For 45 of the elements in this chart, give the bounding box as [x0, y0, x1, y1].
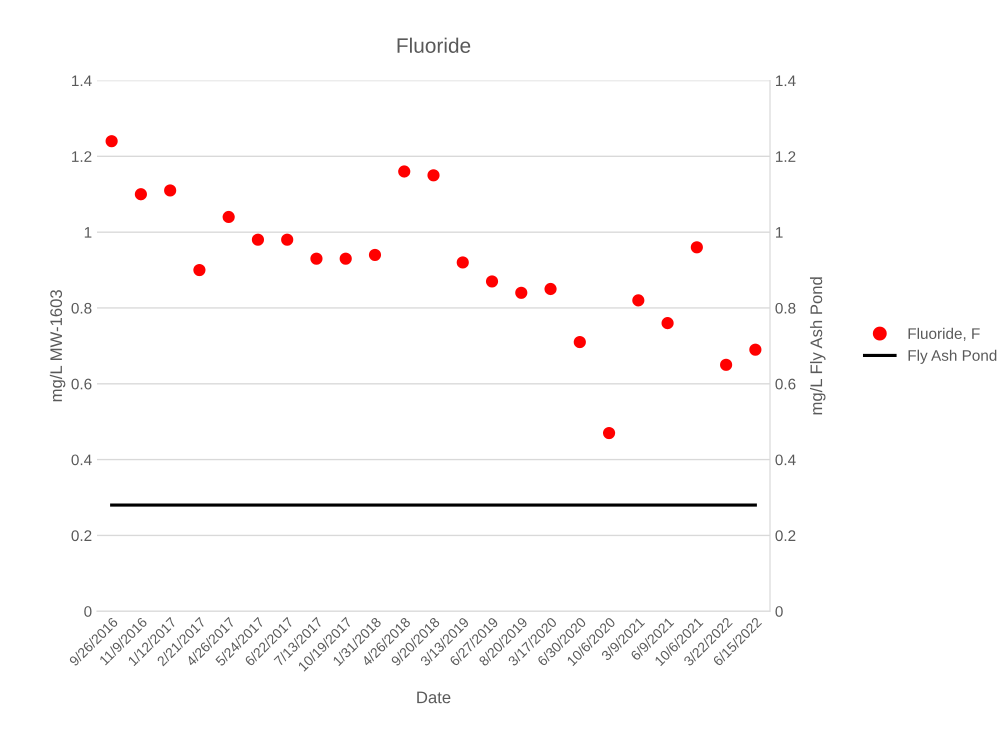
point — [398, 165, 410, 178]
y2-tick-label: 0.2 — [775, 530, 796, 542]
point — [368, 248, 382, 261]
y-tick-label: 0.6 — [72, 378, 92, 390]
y2-tick-label: 0 — [775, 606, 783, 617]
point — [340, 252, 352, 265]
point — [164, 184, 176, 197]
point — [515, 286, 528, 299]
legend-label: Fluoride, F — [908, 328, 980, 341]
point — [720, 358, 732, 371]
y-tick-label: 0.8 — [72, 302, 92, 314]
y-tick-label: 1.4 — [72, 76, 92, 86]
y-tick-label: 0.2 — [72, 530, 92, 542]
y2-tick-label: 0.8 — [775, 302, 796, 314]
point — [486, 275, 498, 288]
x-axis-title: Date — [417, 692, 450, 704]
point — [193, 264, 206, 276]
y-tick-label: 1.2 — [72, 151, 92, 162]
point — [456, 256, 469, 269]
chart-title: Fluoride — [398, 38, 470, 53]
point — [134, 188, 147, 200]
point — [544, 282, 557, 296]
point — [632, 294, 644, 306]
y-tick-label: 1 — [84, 227, 92, 238]
y2-tick-label: 1.4 — [776, 76, 796, 86]
point — [690, 241, 703, 254]
y-tick-label: 0 — [84, 606, 92, 617]
point — [602, 426, 616, 440]
y-tick-label: 0.4 — [72, 454, 92, 466]
y2-tick-label: 1.2 — [776, 151, 796, 162]
y-axis-title: mg/L MW-1603 — [50, 290, 66, 402]
point — [106, 135, 118, 148]
point — [310, 252, 323, 265]
point — [662, 317, 674, 330]
y2-axis-title: mg/L Fly Ash Pond — [810, 277, 826, 414]
point — [222, 210, 235, 224]
point — [281, 234, 294, 246]
legend-label: Fly Ash Pond — [908, 350, 996, 364]
point — [252, 234, 264, 246]
y2-tick-label: 0.4 — [775, 454, 796, 466]
y2-tick-label: 0.6 — [775, 378, 796, 390]
point — [427, 169, 440, 182]
point — [749, 344, 762, 356]
point — [574, 336, 586, 348]
y2-tick-label: 1 — [776, 227, 783, 238]
